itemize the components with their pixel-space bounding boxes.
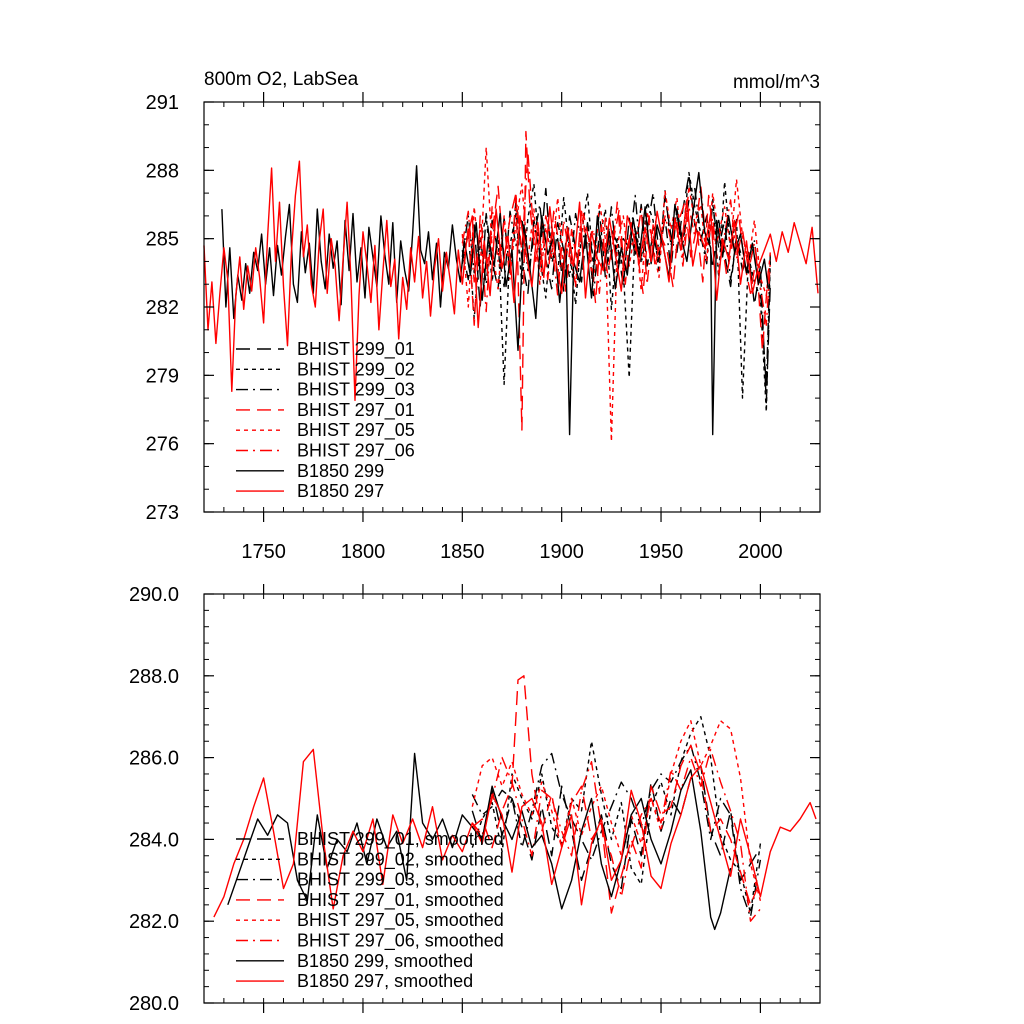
- panel-bottom: 280.0 282.0 284.0 286.0 288.0 290.0 BHIST 299_…: [129, 584, 821, 1015]
- series-line-6: [227, 752, 732, 931]
- legend-label: BHIST 297_06: [297, 441, 415, 462]
- x-tick-label: 1850: [440, 541, 485, 563]
- plot-frame: [203, 593, 821, 1004]
- legend-label: B1850 299, smoothed: [297, 951, 473, 971]
- y-tick-label: 290.0: [129, 584, 179, 606]
- x-tick-label: 2000: [738, 541, 783, 563]
- legend-label: BHIST 297_01, smoothed: [297, 890, 504, 911]
- title-right: mmol/m^3: [733, 72, 820, 93]
- series-line-7: [213, 748, 817, 918]
- y-tick-label: 285: [146, 229, 179, 251]
- series-line-7: [203, 160, 819, 402]
- y-tick-label: 279: [146, 365, 179, 387]
- legend-label: BHIST 297_06, smoothed: [297, 931, 504, 952]
- legend-label: BHIST 297_05: [297, 420, 415, 441]
- series-group: [203, 130, 819, 443]
- legend-label: BHIST 299_03, smoothed: [297, 870, 504, 891]
- legend-label: B1850 299: [297, 461, 384, 481]
- x-tick-label: 1950: [639, 541, 684, 563]
- legend-label: BHIST 299_02, smoothed: [297, 849, 504, 870]
- legend-label: B1850 297: [297, 481, 384, 501]
- y-tick-label: 276: [146, 434, 179, 456]
- legend-label: BHIST 297_01: [297, 400, 415, 421]
- legend-label: BHIST 299_01, smoothed: [297, 829, 504, 850]
- y-tick-label: 273: [146, 502, 179, 524]
- series-group: [213, 675, 817, 931]
- y-tick-label: 288.0: [129, 666, 179, 688]
- y-tick-label: 282: [146, 297, 179, 319]
- x-tick-label: 1900: [539, 541, 584, 563]
- series-line-2: [471, 744, 762, 918]
- y-tick-label: 286.0: [129, 748, 179, 770]
- series-line-3: [471, 675, 762, 914]
- legend-label: B1850 297, smoothed: [297, 971, 473, 991]
- legend-label: BHIST 297_05, smoothed: [297, 910, 504, 931]
- x-tick-label: 1800: [341, 541, 386, 563]
- legend-label: BHIST 299_03: [297, 380, 415, 401]
- series-line-4: [461, 146, 771, 443]
- x-tick-label: 1750: [241, 541, 286, 563]
- legend-label: BHIST 299_01: [297, 339, 415, 360]
- panel-top: 800m O2, LabSea mmol/m^3 273 276 279 282 285…: [146, 69, 821, 563]
- title-left: 800m O2, LabSea: [204, 69, 359, 90]
- series-line-4: [471, 720, 762, 901]
- series-line-2: [461, 187, 771, 388]
- y-tick-label: 284.0: [129, 829, 179, 851]
- series-line-5: [461, 151, 771, 326]
- y-tick-label: 282.0: [129, 911, 179, 933]
- y-tick-label: 291: [146, 92, 179, 114]
- legend-label: BHIST 299_02: [297, 359, 415, 380]
- series-line-1: [471, 716, 762, 914]
- minor-ticks: [203, 593, 821, 1004]
- y-tick-label: 288: [146, 160, 179, 182]
- y-tick-label: 280.0: [129, 993, 179, 1015]
